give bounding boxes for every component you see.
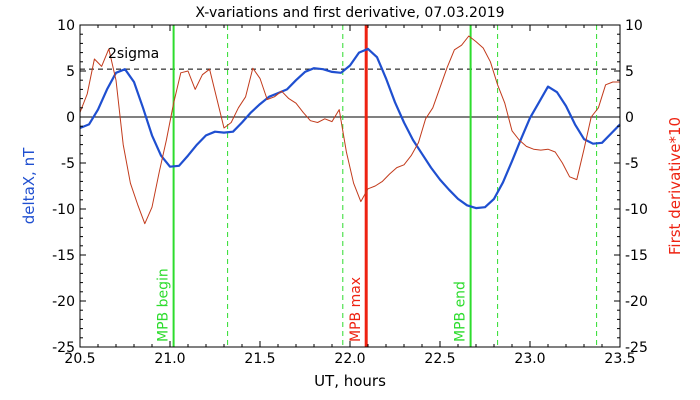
y-tick-label-right-0: 10 <box>625 18 643 34</box>
vertical-line-label-4: MPB end <box>453 281 469 342</box>
y-tick-label-left-0: 10 <box>57 18 75 34</box>
y-tick-label-right-5: -15 <box>625 248 648 264</box>
threshold-label: 2sigma <box>108 46 159 62</box>
y-tick-label-right-6: -20 <box>625 294 648 310</box>
chart-title: X-variations and first derivative, 07.03… <box>195 5 504 21</box>
series-lines <box>79 35 621 225</box>
x-tick-label-3: 22.0 <box>334 351 365 367</box>
vertical-line-label-3: MPB max <box>348 277 364 342</box>
y-tick-label-left-6: -20 <box>52 294 75 310</box>
y-axis-left-label: deltaX, nT <box>20 147 38 224</box>
x-tick-label-2: 21.5 <box>244 351 275 367</box>
y-tick-label-left-4: -10 <box>52 202 75 218</box>
y-tick-label-right-2: 0 <box>625 110 634 126</box>
x-tick-label-1: 21.0 <box>154 351 185 367</box>
x-tick-label-5: 23.0 <box>514 351 545 367</box>
reference-lines <box>80 68 620 118</box>
y-tick-label-right-1: 5 <box>625 64 634 80</box>
y-tick-label-right-3: -5 <box>625 156 639 172</box>
axis-ticks: 20.5 21.0 21.5 22.0 22.5 23.0 23.5 10 10 5 5 0 0 -5 -5… <box>52 18 648 367</box>
y-tick-label-left-2: 0 <box>66 110 75 126</box>
y-tick-label-right-7: -25 <box>625 340 648 356</box>
vertical-line-label-0: MPB begin <box>156 268 172 342</box>
y-axis-right-label: First derivative*10 <box>666 117 684 255</box>
y-tick-label-left-5: -15 <box>52 248 75 264</box>
x-axis-label: UT, hours <box>314 372 386 390</box>
series-derivative <box>79 35 620 225</box>
y-tick-label-left-1: 5 <box>66 64 75 80</box>
y-tick-label-left-7: -25 <box>52 340 75 356</box>
x-tick-label-0: 20.5 <box>64 351 95 367</box>
y-tick-label-left-3: -5 <box>61 156 75 172</box>
vertical-markers: MPB begin MPB max MPB end <box>156 25 598 347</box>
x-tick-label-4: 22.5 <box>424 351 455 367</box>
series-deltaX <box>79 47 621 210</box>
x-tick-label-6: 23.5 <box>604 351 635 367</box>
y-tick-label-right-4: -10 <box>625 202 648 218</box>
